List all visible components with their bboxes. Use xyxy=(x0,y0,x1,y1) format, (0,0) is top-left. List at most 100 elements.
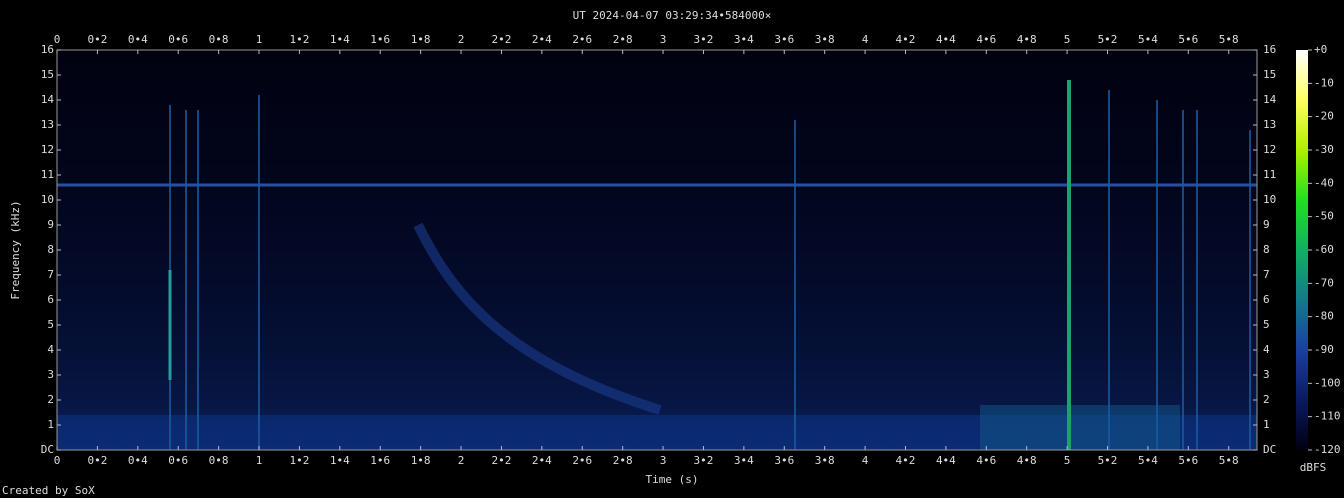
x-tick-label: 2•4 xyxy=(532,454,552,467)
x-tick-label-top: 1•8 xyxy=(411,33,431,46)
x-tick-label: 0 xyxy=(54,454,61,467)
x-tick-label-top: 3•6 xyxy=(774,33,794,46)
x-tick-label: 1•8 xyxy=(411,454,431,467)
x-tick-label-top: 2•4 xyxy=(532,33,552,46)
x-tick-label-top: 0 xyxy=(54,33,61,46)
spectrogram-image xyxy=(57,50,1257,450)
x-tick-label-top: 1•2 xyxy=(289,33,309,46)
x-tick-label: 1•4 xyxy=(330,454,350,467)
x-tick-label: 5•6 xyxy=(1178,454,1198,467)
colorbar-tick-label: -10 xyxy=(1314,76,1334,89)
x-tick-label-top: 5•6 xyxy=(1178,33,1198,46)
x-tick-label: 1 xyxy=(256,454,263,467)
x-tick-label-top: 3•4 xyxy=(734,33,754,46)
colorbar-tick-label: -70 xyxy=(1314,276,1334,289)
x-tick-label-top: 2•2 xyxy=(492,33,512,46)
x-axis-label: Time (s) xyxy=(646,473,699,486)
x-tick-label-top: 1 xyxy=(256,33,263,46)
x-tick-label: 4•2 xyxy=(896,454,916,467)
x-tick-label-top: 0•6 xyxy=(168,33,188,46)
colorbar-tick-label: -30 xyxy=(1314,143,1334,156)
colorbar-tick-label: -120 xyxy=(1314,443,1341,456)
y-tick-label-right: 10 xyxy=(1263,193,1276,206)
x-tick-label-top: 3 xyxy=(660,33,667,46)
colorbar xyxy=(1296,50,1308,450)
y-tick-label-right: 9 xyxy=(1263,218,1270,231)
y-tick-label-right: DC xyxy=(1263,443,1276,456)
x-tick-label-top: 5•8 xyxy=(1219,33,1239,46)
y-tick-label-right: 15 xyxy=(1263,68,1276,81)
x-tick-label-top: 2•6 xyxy=(572,33,592,46)
x-tick-label: 2•6 xyxy=(572,454,592,467)
y-tick-label: 10 xyxy=(41,193,54,206)
footer: Created by SoX xyxy=(2,484,95,497)
y-tick-label: 13 xyxy=(41,118,54,131)
y-tick-label-right: 4 xyxy=(1263,343,1270,356)
y-tick-label-right: 5 xyxy=(1263,318,1270,331)
colorbar-tick-label: -20 xyxy=(1314,110,1334,123)
x-tick-label: 2 xyxy=(458,454,465,467)
colorbar-tick-label: -100 xyxy=(1314,376,1341,389)
x-tick-label-top: 5•4 xyxy=(1138,33,1158,46)
colorbar-tick-label: -90 xyxy=(1314,343,1334,356)
x-tick-label: 0•6 xyxy=(168,454,188,467)
x-tick-label: 4 xyxy=(862,454,869,467)
x-tick-label-top: 0•2 xyxy=(87,33,107,46)
x-tick-label: 4•8 xyxy=(1017,454,1037,467)
x-tick-label-top: 0•8 xyxy=(209,33,229,46)
x-tick-label-top: 5•2 xyxy=(1098,33,1118,46)
y-tick-label: 9 xyxy=(47,218,54,231)
colorbar-tick-label: +0 xyxy=(1314,43,1327,56)
x-tick-label-top: 3•8 xyxy=(815,33,835,46)
x-tick-label: 3•4 xyxy=(734,454,754,467)
x-tick-label: 4•4 xyxy=(936,454,956,467)
colorbar-tick-label: -110 xyxy=(1314,410,1341,423)
y-tick-label: 5 xyxy=(47,318,54,331)
x-tick-label: 0•4 xyxy=(128,454,148,467)
colorbar-tick-label: -60 xyxy=(1314,243,1334,256)
y-tick-label: 15 xyxy=(41,68,54,81)
y-tick-label: 12 xyxy=(41,143,54,156)
y-tick-label-right: 3 xyxy=(1263,368,1270,381)
y-axis-label: Frequency (kHz) xyxy=(9,200,22,299)
x-tick-label: 5•2 xyxy=(1098,454,1118,467)
y-tick-label: 6 xyxy=(47,293,54,306)
y-tick-label-right: 13 xyxy=(1263,118,1276,131)
x-tick-label: 2•8 xyxy=(613,454,633,467)
x-tick-label: 2•2 xyxy=(492,454,512,467)
x-tick-label-top: 3•2 xyxy=(694,33,714,46)
y-tick-label: 7 xyxy=(47,268,54,281)
x-tick-label: 3 xyxy=(660,454,667,467)
y-tick-label: 1 xyxy=(47,418,54,431)
x-tick-label-top: 4•4 xyxy=(936,33,956,46)
x-tick-label: 1•6 xyxy=(370,454,390,467)
x-tick-label: 0•2 xyxy=(87,454,107,467)
y-tick-label: DC xyxy=(41,443,54,456)
x-tick-label-top: 4•6 xyxy=(976,33,996,46)
y-tick-label: 16 xyxy=(41,43,54,56)
colorbar-tick-label: -40 xyxy=(1314,176,1334,189)
x-tick-label-top: 4•2 xyxy=(896,33,916,46)
x-tick-label: 5 xyxy=(1064,454,1071,467)
colorbar-tick-label: -80 xyxy=(1314,310,1334,323)
colorbar-tick-label: -50 xyxy=(1314,210,1334,223)
y-tick-label: 8 xyxy=(47,243,54,256)
x-tick-label: 5•8 xyxy=(1219,454,1239,467)
y-tick-label-right: 2 xyxy=(1263,393,1270,406)
y-tick-label: 4 xyxy=(47,343,54,356)
y-tick-label-right: 7 xyxy=(1263,268,1270,281)
chart-title: UT 2024-04-07 03:29:34•584000× xyxy=(573,9,772,22)
y-tick-label-right: 12 xyxy=(1263,143,1276,156)
x-tick-label-top: 0•4 xyxy=(128,33,148,46)
x-tick-label: 1•2 xyxy=(289,454,309,467)
y-tick-label-right: 1 xyxy=(1263,418,1270,431)
x-tick-label-top: 1•4 xyxy=(330,33,350,46)
x-tick-label: 3•8 xyxy=(815,454,835,467)
y-tick-label: 3 xyxy=(47,368,54,381)
y-tick-label-right: 6 xyxy=(1263,293,1270,306)
y-tick-label-right: 16 xyxy=(1263,43,1276,56)
x-tick-label: 0•8 xyxy=(209,454,229,467)
x-tick-label-top: 2 xyxy=(458,33,465,46)
